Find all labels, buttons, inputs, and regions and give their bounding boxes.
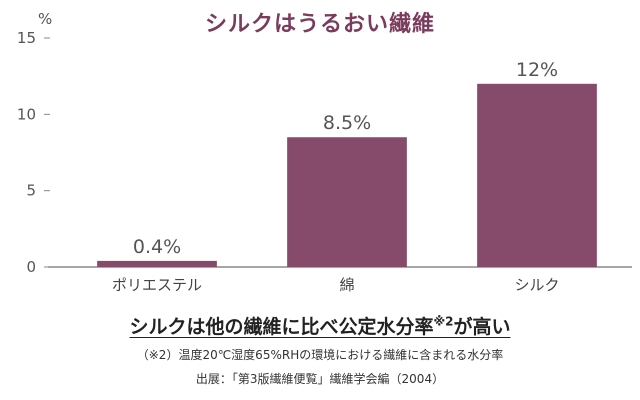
bar-value-label: 8.5% xyxy=(323,112,371,134)
bar-value-labels: 0.4% 8.5% 12% xyxy=(133,59,558,258)
y-axis-unit-label: % xyxy=(38,10,52,28)
bar xyxy=(97,260,217,267)
bars xyxy=(97,83,597,267)
footnote: （※2）温度20℃湿度65%RHの環境における繊維に含まれる水分率 xyxy=(136,348,504,362)
chart-title: シルクはうるおい繊維 xyxy=(204,12,435,37)
source-note: 出展：「第3版繊維便覧」繊維学会編（2004） xyxy=(195,372,445,386)
category-label: シルク xyxy=(514,276,559,294)
bar-chart: % 0 5 10 15 0.4% 8.5% 12% ポリエステル 綿 シルク xyxy=(17,10,632,294)
bar xyxy=(477,83,597,267)
y-axis-ticks: 0 5 10 15 xyxy=(17,29,50,276)
bar xyxy=(287,137,407,267)
bar-value-label: 0.4% xyxy=(133,236,181,258)
y-tick-label: 10 xyxy=(17,105,36,123)
category-label: ポリエステル xyxy=(112,276,202,294)
headline-tail: が高い xyxy=(453,316,511,338)
y-tick-label: 5 xyxy=(26,182,36,200)
headline-footnote-mark: ※2 xyxy=(433,314,454,329)
category-label: 綿 xyxy=(339,276,354,294)
y-tick-label: 15 xyxy=(17,29,36,47)
bar-value-label: 12% xyxy=(516,59,558,81)
headline-main: シルクは他の繊維に比べ公定水分率 xyxy=(129,316,434,338)
y-tick-label: 0 xyxy=(26,258,36,276)
category-labels: ポリエステル 綿 シルク xyxy=(112,276,560,294)
headline: シルクは他の繊維に比べ公定水分率※2が高い xyxy=(0,312,640,339)
